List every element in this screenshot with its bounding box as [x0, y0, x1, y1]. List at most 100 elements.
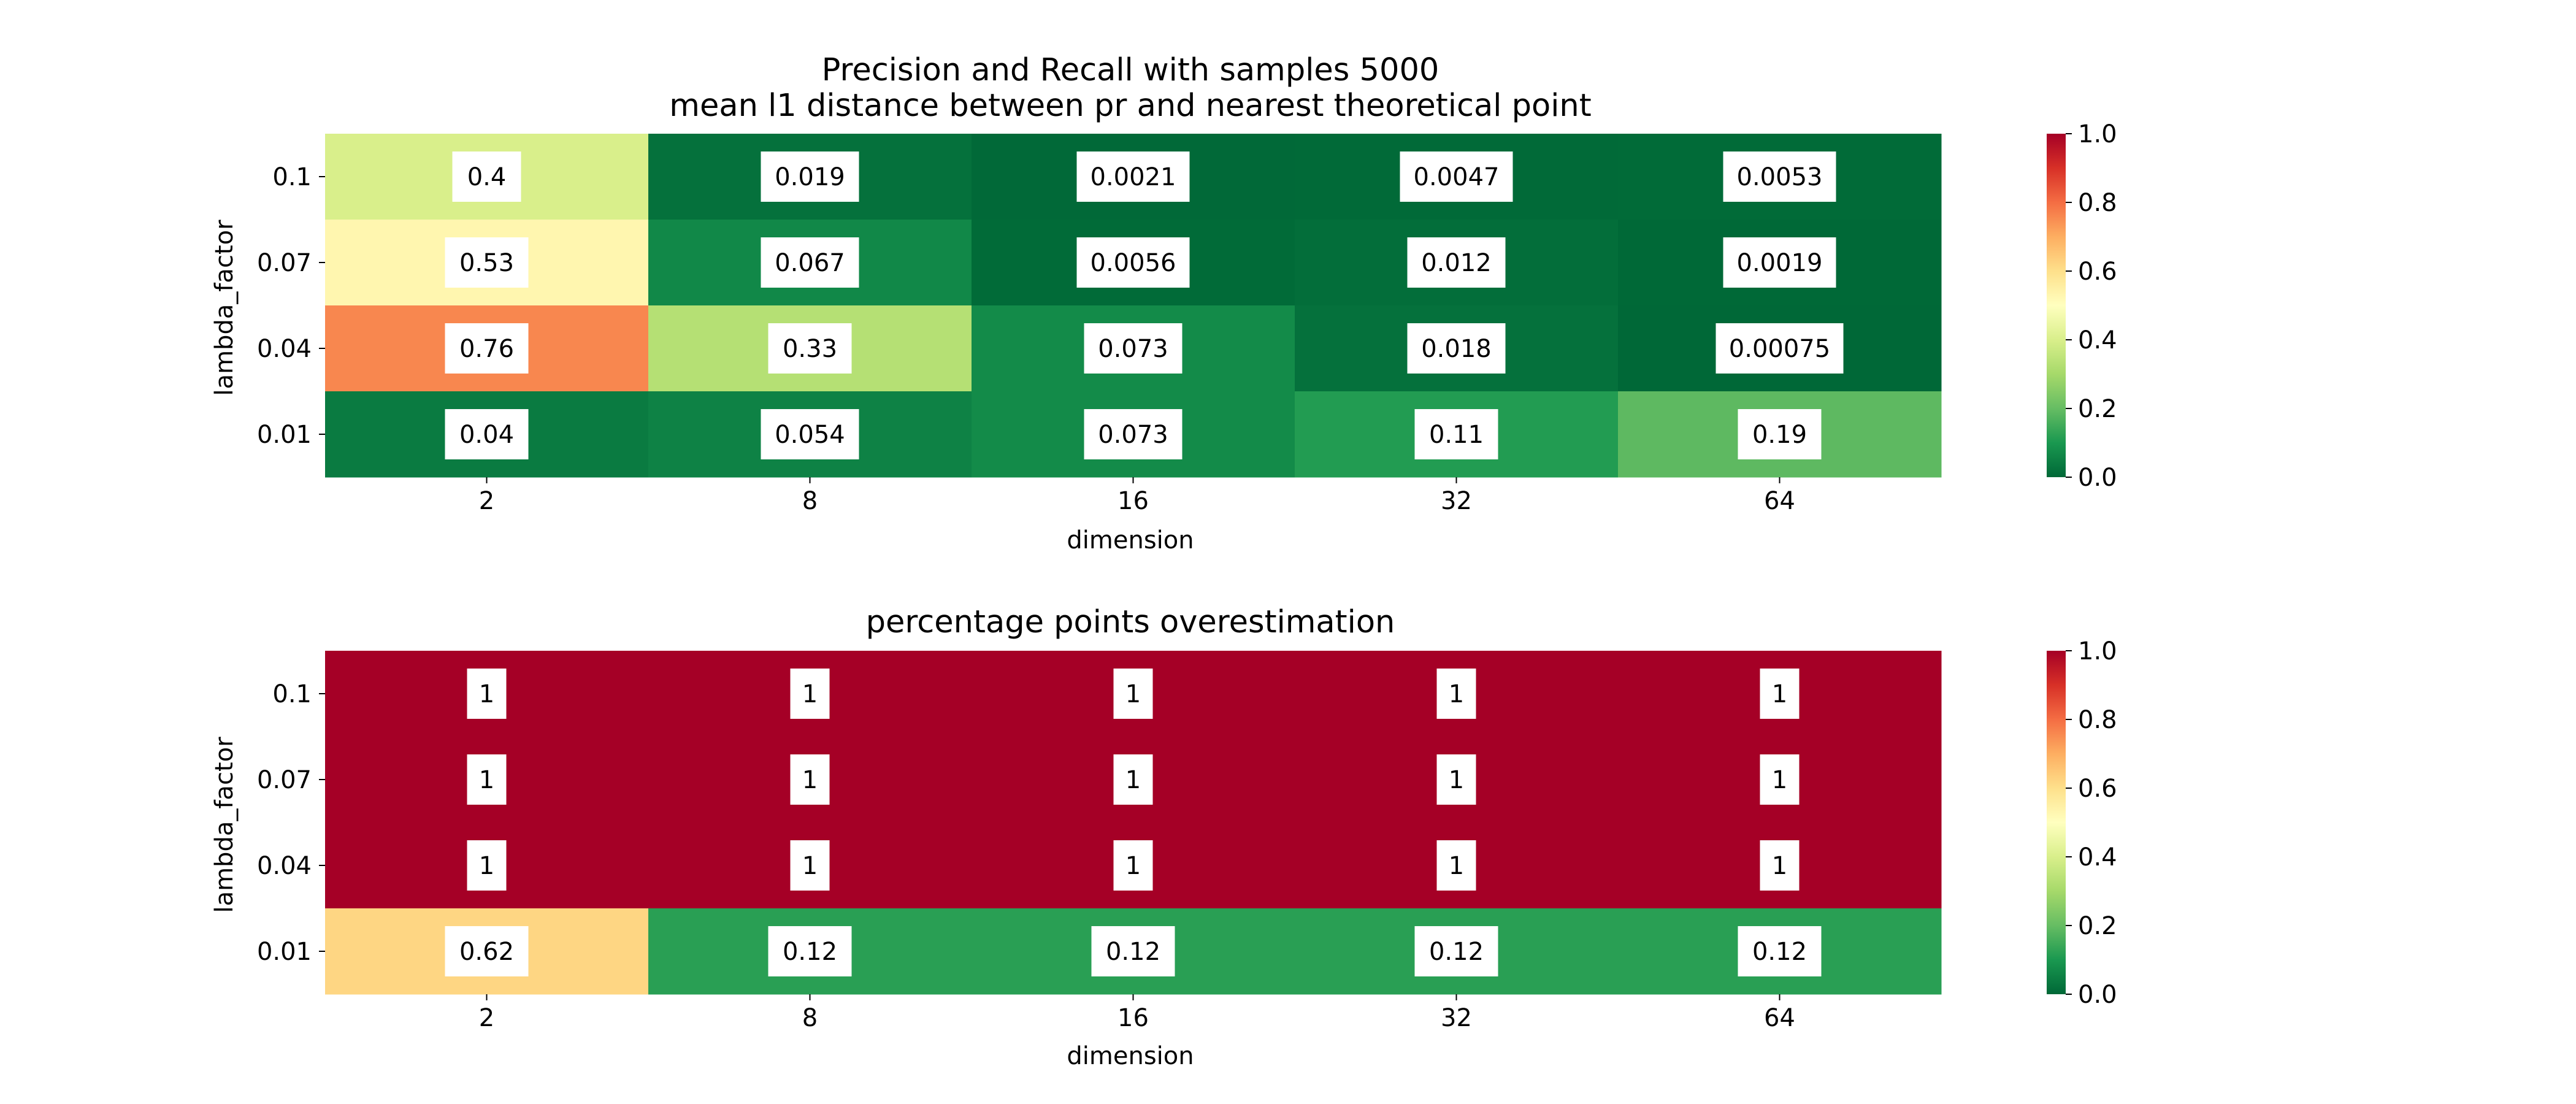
cell-value-label: 0.073 [1098, 421, 1168, 449]
colorbar-tick-label: 0.0 [2078, 464, 2117, 492]
x-tick-label: 8 [802, 487, 818, 515]
cell-value-label: 1 [802, 852, 818, 880]
colorbar-tick-label: 0.4 [2078, 843, 2117, 872]
cell-label-box [1400, 151, 1513, 202]
cell-label-box [790, 840, 830, 891]
cell-value-label: 0.62 [459, 938, 514, 966]
y-tick-label: 0.1 [272, 163, 312, 191]
cell-label-box [1076, 151, 1190, 202]
cell-label-box [1436, 669, 1476, 719]
cell-value-label: 0.12 [783, 938, 837, 966]
cell-value-label: 0.0019 [1737, 249, 1823, 277]
cell-value-label: 0.067 [775, 249, 845, 277]
cell-label-box [790, 669, 830, 719]
cell-label-box [445, 323, 529, 374]
cell-label-box [1113, 840, 1153, 891]
colorbar [2047, 651, 2066, 994]
colorbar-tick-label: 0.2 [2078, 912, 2117, 940]
cell-value-label: 0.019 [775, 163, 845, 191]
colorbar-tick-label: 1.0 [2078, 637, 2117, 665]
cell-label-box [768, 926, 852, 976]
cell-value-label: 1 [1125, 680, 1141, 708]
chart-title: percentage points overestimation [866, 604, 1395, 640]
cell-label-box [1414, 409, 1498, 459]
cell-value-label: 0.12 [1106, 938, 1160, 966]
cell-label-box [1738, 409, 1822, 459]
cell-label-box [761, 151, 859, 202]
cell-value-label: 0.12 [1429, 938, 1484, 966]
cell-label-box [1436, 754, 1476, 805]
cell-value-label: 0.76 [459, 335, 514, 363]
cell-label-box [1760, 840, 1800, 891]
cell-value-label: 1 [1772, 680, 1787, 708]
cell-label-box [761, 409, 859, 459]
cell-value-label: 1 [479, 766, 494, 794]
cell-label-box [1091, 926, 1175, 976]
cell-value-label: 0.0047 [1414, 163, 1500, 191]
y-tick-label: 0.01 [257, 421, 312, 449]
distance-heatmap: Precision and Recall with samples 5000 m… [210, 52, 2117, 554]
cell-value-label: 1 [1449, 680, 1464, 708]
y-tick-label: 0.04 [257, 852, 312, 880]
cell-value-label: 1 [1449, 852, 1464, 880]
cell-value-label: 1 [1772, 852, 1787, 880]
cell-value-label: 1 [1125, 852, 1141, 880]
cell-value-label: 1 [802, 766, 818, 794]
cell-label-box [452, 151, 521, 202]
colorbar-tick-label: 1.0 [2078, 120, 2117, 148]
cell-label-box [1084, 323, 1183, 374]
cell-value-label: 0.012 [1421, 249, 1492, 277]
cell-label-box [467, 754, 507, 805]
y-tick-label: 0.01 [257, 938, 312, 966]
colorbar-tick-label: 0.2 [2078, 395, 2117, 423]
cell-label-box [1076, 237, 1190, 288]
cell-value-label: 0.4 [467, 163, 507, 191]
cell-label-box [790, 754, 830, 805]
cell-label-box [1738, 926, 1822, 976]
cell-label-box [445, 926, 529, 976]
y-tick-label: 0.04 [257, 335, 312, 363]
cell-label-box [1436, 840, 1476, 891]
cell-label-box [1113, 669, 1153, 719]
cell-label-box [1715, 323, 1844, 374]
cell-value-label: 0.33 [783, 335, 837, 363]
colorbar-tick-label: 0.4 [2078, 326, 2117, 355]
x-tick-label: 2 [479, 1004, 494, 1032]
x-tick-label: 32 [1441, 1004, 1472, 1032]
cell-value-label: 0.054 [775, 421, 845, 449]
x-tick-label: 8 [802, 1004, 818, 1032]
x-tick-label: 64 [1764, 1004, 1795, 1032]
cell-label-box [1723, 151, 1836, 202]
cell-value-label: 1 [802, 680, 818, 708]
cell-value-label: 1 [1449, 766, 1464, 794]
cell-value-label: 1 [479, 852, 494, 880]
colorbar-tick-label: 0.6 [2078, 775, 2117, 803]
colorbar-tick-label: 0.8 [2078, 189, 2117, 217]
cell-value-label: 0.00075 [1729, 335, 1830, 363]
cell-value-label: 0.073 [1098, 335, 1168, 363]
colorbar-tick-label: 0.6 [2078, 258, 2117, 286]
cell-value-label: 1 [1772, 766, 1787, 794]
cell-label-box [1414, 926, 1498, 976]
cell-label-box [467, 669, 507, 719]
chart-title-line-1: Precision and Recall with samples 5000 [822, 52, 1439, 88]
cell-label-box [1113, 754, 1153, 805]
cell-label-box [1407, 323, 1506, 374]
colorbar-tick-label: 0.8 [2078, 706, 2117, 734]
x-tick-label: 32 [1441, 487, 1472, 515]
cell-value-label: 0.0056 [1091, 249, 1176, 277]
cell-value-label: 0.19 [1752, 421, 1807, 449]
cell-value-label: 0.12 [1752, 938, 1807, 966]
x-tick-label: 16 [1117, 487, 1149, 515]
x-tick-label: 2 [479, 487, 494, 515]
cell-label-box [1723, 237, 1836, 288]
cell-value-label: 0.53 [459, 249, 514, 277]
colorbar-tick-label: 0.0 [2078, 981, 2117, 1009]
cell-value-label: 0.04 [459, 421, 514, 449]
cell-value-label: 1 [1125, 766, 1141, 794]
y-tick-label: 0.1 [272, 680, 312, 708]
overestimation-heatmap: percentage points overestimation 1 1 1 1 1 1 1… [210, 604, 2117, 1070]
x-tick-label: 64 [1764, 487, 1795, 515]
cell-label-box [768, 323, 852, 374]
cell-label-box [467, 840, 507, 891]
